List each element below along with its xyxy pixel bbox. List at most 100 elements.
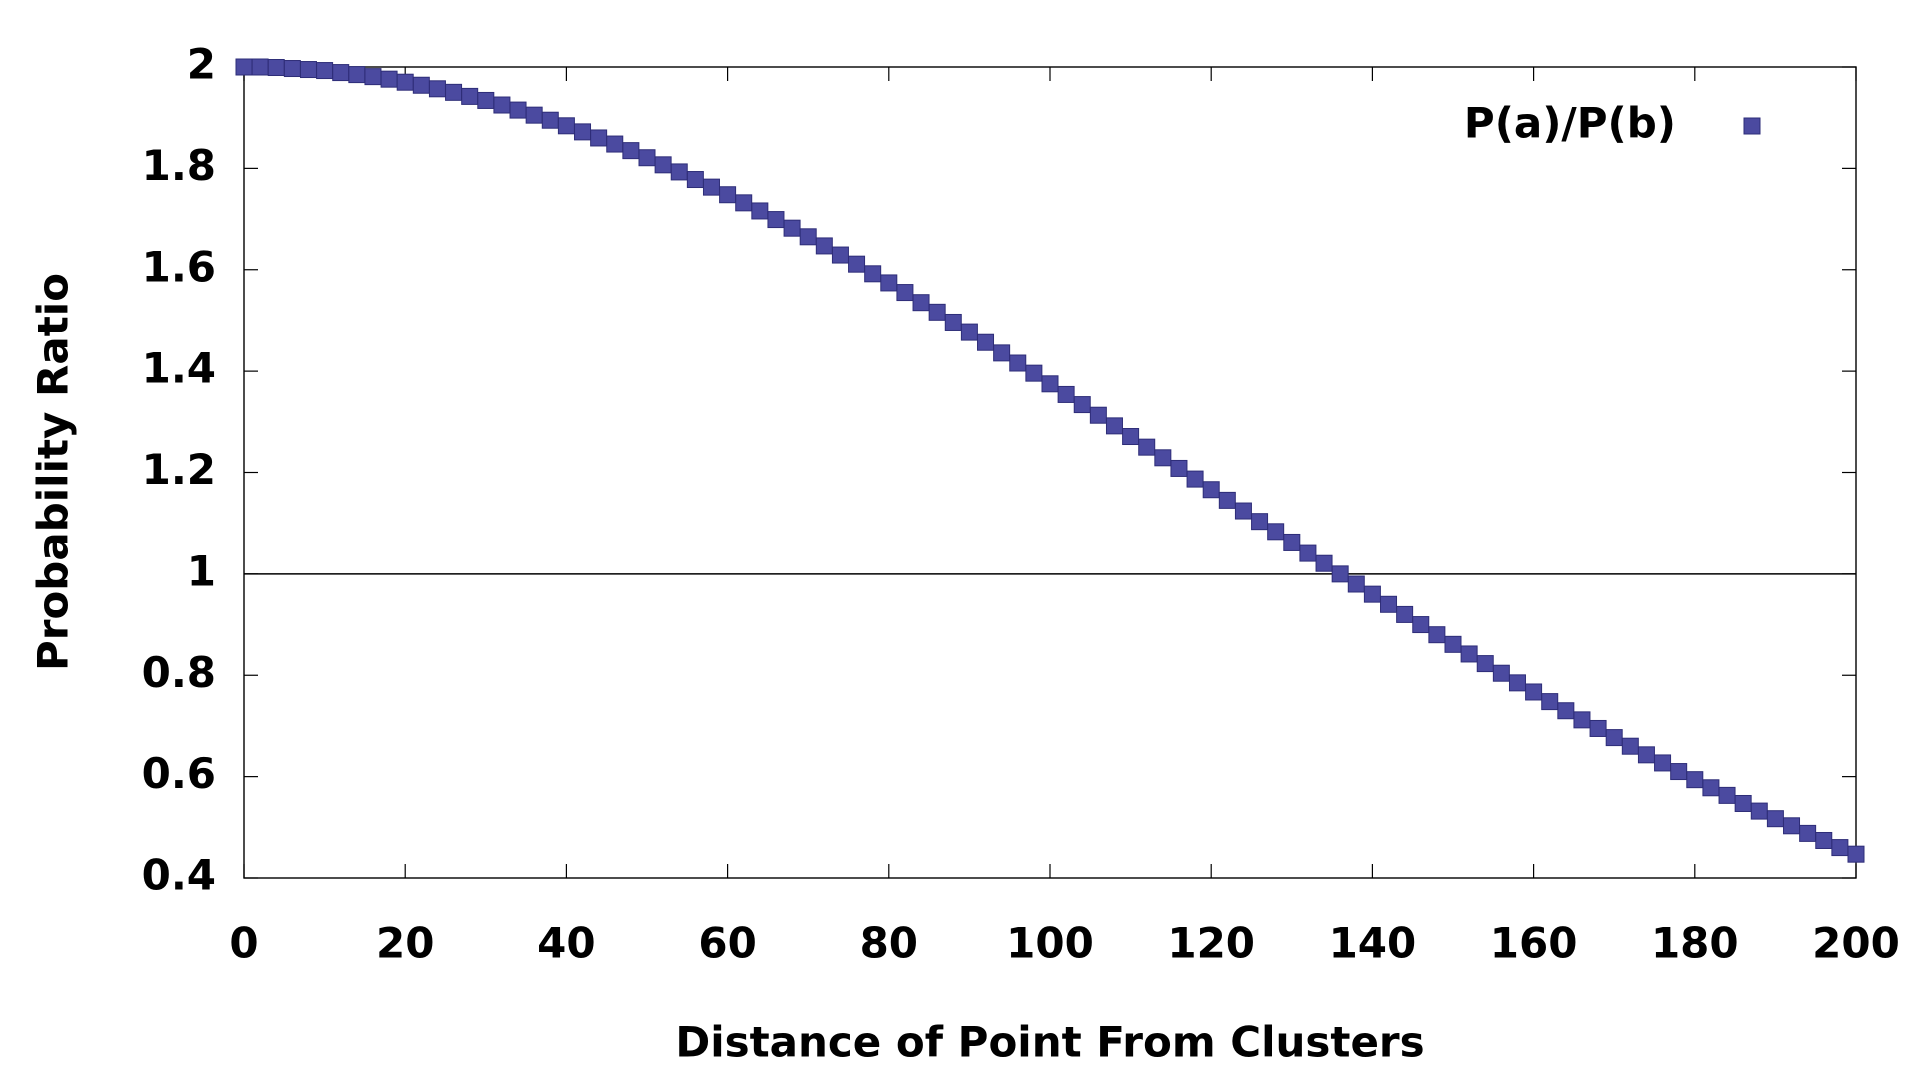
point [1170, 459, 1188, 477]
point [1089, 406, 1107, 424]
x-tick-label: 100 [1006, 919, 1094, 968]
point [1734, 794, 1752, 812]
point [896, 284, 914, 302]
point [1202, 481, 1220, 499]
point [1412, 616, 1430, 634]
point [1428, 626, 1446, 644]
point [815, 237, 833, 255]
point [1573, 711, 1591, 729]
point [1154, 449, 1172, 467]
point [1718, 786, 1736, 804]
point [1621, 737, 1639, 755]
y-axis-title: Probability Ratio [29, 273, 78, 671]
point [1589, 719, 1607, 737]
point [1122, 428, 1140, 446]
x-tick-label: 180 [1651, 919, 1739, 968]
point [428, 80, 446, 98]
x-tick-label: 140 [1329, 919, 1417, 968]
point [557, 117, 575, 135]
point [977, 333, 995, 351]
point [751, 202, 769, 220]
y-tick-label: 1.6 [142, 242, 216, 291]
y-tick-label: 0.6 [142, 749, 216, 798]
point [283, 60, 301, 78]
point [493, 96, 511, 114]
point [735, 194, 753, 212]
y-tick-label: 0.4 [142, 851, 216, 900]
point [880, 274, 898, 292]
point [299, 61, 317, 79]
point [541, 111, 559, 129]
point [1492, 664, 1510, 682]
x-tick-label: 20 [376, 919, 434, 968]
point [316, 62, 334, 80]
point [1347, 575, 1365, 593]
point [783, 219, 801, 237]
point [638, 149, 656, 167]
point [461, 87, 479, 105]
x-axis-title: Distance of Point From Clusters [675, 1018, 1424, 1067]
point [1073, 396, 1091, 414]
x-tick-label: 40 [537, 919, 595, 968]
legend-label: P(a)/P(b) [1464, 99, 1676, 148]
point [1138, 438, 1156, 456]
point [1508, 674, 1526, 692]
point [364, 68, 382, 86]
point [509, 101, 527, 119]
point [1686, 771, 1704, 789]
point [235, 58, 253, 76]
point [1186, 470, 1204, 488]
point [944, 313, 962, 331]
point [412, 76, 430, 94]
point [1315, 554, 1333, 572]
x-tick-label: 160 [1490, 919, 1578, 968]
point [1105, 417, 1123, 435]
point [1267, 523, 1285, 541]
y-tick-label: 1.2 [142, 445, 216, 494]
point [1234, 502, 1252, 520]
y-tick-label: 1 [187, 546, 216, 595]
point [332, 64, 350, 82]
point [686, 171, 704, 189]
point [670, 163, 688, 181]
point [1541, 693, 1559, 711]
point [993, 344, 1011, 362]
point [864, 265, 882, 283]
point [1557, 702, 1575, 720]
point [1218, 491, 1236, 509]
point [1009, 354, 1027, 372]
point [1750, 802, 1768, 820]
point [928, 303, 946, 321]
point [348, 66, 366, 84]
point [477, 91, 495, 109]
point [1605, 729, 1623, 747]
point [1847, 845, 1865, 863]
point [702, 178, 720, 196]
point [1331, 565, 1349, 583]
legend-marker [1743, 117, 1761, 135]
y-tick-label: 0.8 [142, 648, 216, 697]
point [1041, 375, 1059, 393]
point [831, 246, 849, 264]
point [1251, 513, 1269, 531]
point [767, 211, 785, 229]
point [1766, 810, 1784, 828]
point [848, 255, 866, 273]
point [1654, 754, 1672, 772]
point [251, 58, 269, 76]
point [719, 186, 737, 204]
point [1637, 746, 1655, 764]
point [1396, 605, 1414, 623]
x-tick-label: 200 [1812, 919, 1900, 968]
point [1363, 585, 1381, 603]
y-tick-label: 2 [187, 40, 216, 89]
x-tick-label: 80 [860, 919, 918, 968]
point [622, 142, 640, 160]
point [1799, 824, 1817, 842]
point [654, 156, 672, 174]
point [1380, 595, 1398, 613]
point [960, 323, 978, 341]
point [590, 129, 608, 147]
point [1815, 831, 1833, 849]
x-tick-label: 60 [698, 919, 756, 968]
